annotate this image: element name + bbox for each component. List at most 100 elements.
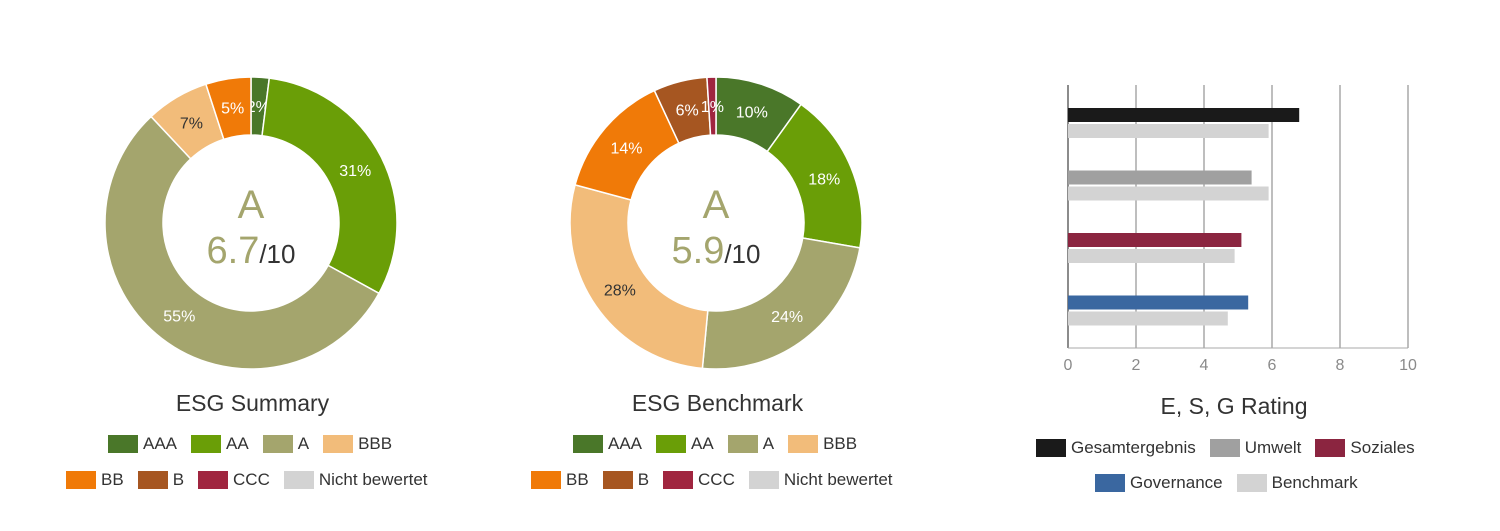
benchmark-slice-label-aaa: 10% (736, 105, 768, 122)
benchmark-slice-label-aa: 18% (808, 172, 840, 189)
summary-legend-swatch-aaa (108, 435, 138, 453)
benchmark-legend-a: A (727, 434, 774, 454)
esg-summary-donut: 2% 31% 55% 7% 5% A6.7/10 (104, 76, 398, 370)
benchmark-slice-ccc (706, 76, 717, 136)
summary-legend-swatch-nicht-bewertet (283, 471, 314, 489)
rating-legend-swatch-umwelt (1209, 439, 1240, 457)
summary-legend-label-aa: AA (226, 434, 249, 453)
benchmark-legend-aa: AA (656, 434, 714, 454)
rating-legend-swatch-soziales (1315, 439, 1346, 457)
bar-gesamtergebnis (1068, 108, 1300, 122)
esg-benchmark-legend-row-2: BB B CCC Nicht bewertet (531, 470, 907, 490)
benchmark-legend-swatch-aa (656, 435, 687, 453)
summary-slice-aa (261, 77, 398, 295)
bar-soziales (1068, 233, 1242, 247)
rating-legend-swatch-governance (1095, 474, 1125, 492)
benchmark-legend-label-aaa: AAA (608, 434, 643, 453)
esg-rating-legend-row-1: Gesamtergebnis Umwelt Soziales (1036, 438, 1429, 458)
summary-legend-label-a: A (297, 434, 310, 453)
summary-center-score: 6.7/10 (207, 230, 296, 272)
summary-center-rating: A (238, 183, 265, 227)
rating-legend-soziales: Soziales (1315, 438, 1415, 458)
rating-legend-label-governance: Governance (1130, 473, 1223, 492)
rating-legend-swatch-benchmark (1236, 474, 1267, 492)
esg-rating-bar-chart: 0 2 4 6 8 10 (1064, 85, 1417, 374)
benchmark-legend-swatch-aaa (573, 435, 603, 453)
summary-legend-bb: BB (66, 470, 124, 490)
esg-summary-title: ESG Summary (175, 390, 330, 416)
esg-rating-title: E, S, G Rating (1160, 393, 1308, 419)
benchmark-legend-label-b: B (637, 470, 650, 489)
esg-rating-panel: 0 2 4 6 8 10 E, S, G Rating Gesamtergebnis Umw… (1000, 0, 1500, 531)
benchmark-center-rating: A (703, 183, 730, 227)
rating-legend-benchmark: Benchmark (1236, 473, 1358, 493)
benchmark-slice-label-ccc: 1% (701, 99, 724, 116)
summary-slice-label-bb: 5% (221, 100, 244, 117)
benchmark-legend-label-bb: BB (566, 470, 589, 489)
x-tick-label-8: 8 (1336, 357, 1345, 374)
bar-benchmark-soziales (1068, 249, 1235, 263)
rating-legend-gesamtergebnis: Gesamtergebnis (1036, 438, 1196, 458)
summary-slice-label-aaa: 2% (247, 99, 270, 116)
esg-summary-legend-row-1: AAA AA A BBB (108, 434, 406, 454)
summary-slice-a (104, 115, 380, 370)
benchmark-legend-swatch-bbb (788, 435, 819, 453)
benchmark-legend-nicht-bewertet: Nicht bewertet (748, 470, 893, 490)
benchmark-legend-swatch-ccc (663, 471, 694, 489)
summary-legend-label-ccc: CCC (233, 470, 270, 489)
summary-slice-bb (204, 76, 252, 141)
summary-legend-swatch-bbb (323, 435, 354, 453)
benchmark-center-score: 5.9/10 (672, 230, 761, 272)
summary-legend-swatch-ccc (198, 471, 229, 489)
rating-legend-label-soziales: Soziales (1350, 438, 1415, 457)
esg-benchmark-title: ESG Benchmark (631, 390, 804, 416)
benchmark-legend-label-bbb: BBB (823, 434, 858, 453)
summary-legend-label-bbb: BBB (358, 434, 393, 453)
benchmark-slice-label-b: 6% (676, 103, 699, 120)
rating-legend-swatch-gesamtergebnis (1036, 439, 1066, 457)
bar-governance (1068, 295, 1249, 310)
summary-legend-label-nicht-bewertet: Nicht bewertet (318, 470, 428, 489)
benchmark-legend-bbb: BBB (788, 434, 857, 454)
benchmark-legend-swatch-b (602, 471, 633, 489)
benchmark-legend-ccc: CCC (663, 470, 735, 490)
benchmark-slice-label-bb: 14% (610, 141, 642, 158)
x-tick-label-10: 10 (1399, 357, 1417, 374)
benchmark-legend-bb: BB (531, 470, 589, 490)
summary-legend-ccc: CCC (198, 470, 270, 490)
bar-benchmark-governance (1068, 311, 1228, 326)
summary-legend-nicht-bewertet: Nicht bewertet (283, 470, 428, 490)
rating-legend-label-gesamtergebnis: Gesamtergebnis (1071, 438, 1196, 457)
bar-umwelt (1068, 170, 1252, 185)
benchmark-legend-label-ccc: CCC (698, 470, 735, 489)
esg-benchmark-donut: 10% 18% 24% 28% 14% 6% 1% A5.9/10 (569, 76, 863, 370)
esg-benchmark-panel: 10% 18% 24% 28% 14% 6% 1% A 5.9/10 ESG Benchmark… (465, 0, 965, 531)
benchmark-slice-label-a: 24% (771, 309, 803, 326)
bar-benchmark-gesamtergebnis (1068, 124, 1269, 138)
summary-legend-swatch-bb (66, 471, 96, 489)
benchmark-legend-swatch-nicht-bewertet (748, 471, 779, 489)
esg-summary-legend-row-2: BB B CCC Nicht bewertet (66, 470, 442, 490)
summary-legend-b: B (137, 470, 184, 490)
summary-legend-label-aaa: AAA (143, 434, 178, 453)
esg-benchmark-legend-row-1: AAA AA A BBB (573, 434, 871, 454)
benchmark-legend-label-nicht-bewertet: Nicht bewertet (783, 470, 893, 489)
summary-legend-bbb: BBB (323, 434, 392, 454)
esg-rating-legend-row-2: Governance Benchmark (1095, 473, 1372, 493)
x-tick-label-4: 4 (1200, 357, 1209, 374)
x-tick-label-2: 2 (1132, 357, 1141, 374)
summary-legend-swatch-a (262, 435, 293, 453)
benchmark-slice-a (701, 237, 861, 370)
bar-benchmark-umwelt (1068, 186, 1269, 201)
summary-legend-label-bb: BB (101, 470, 124, 489)
x-tick-label-0: 0 (1064, 357, 1073, 374)
rating-legend-umwelt: Umwelt (1209, 438, 1301, 458)
summary-slice-label-aa: 31% (339, 163, 371, 180)
benchmark-legend-swatch-a (727, 435, 758, 453)
benchmark-slice-label-bbb: 28% (604, 283, 636, 300)
summary-legend-swatch-aa (191, 435, 222, 453)
benchmark-legend-swatch-bb (531, 471, 561, 489)
summary-slice-label-a: 55% (163, 308, 195, 325)
summary-legend-swatch-b (137, 471, 168, 489)
esg-summary-panel: 2% 31% 55% 7% 5% A 6.7/10 ESG Summary AAA AA A BB… (0, 0, 500, 531)
